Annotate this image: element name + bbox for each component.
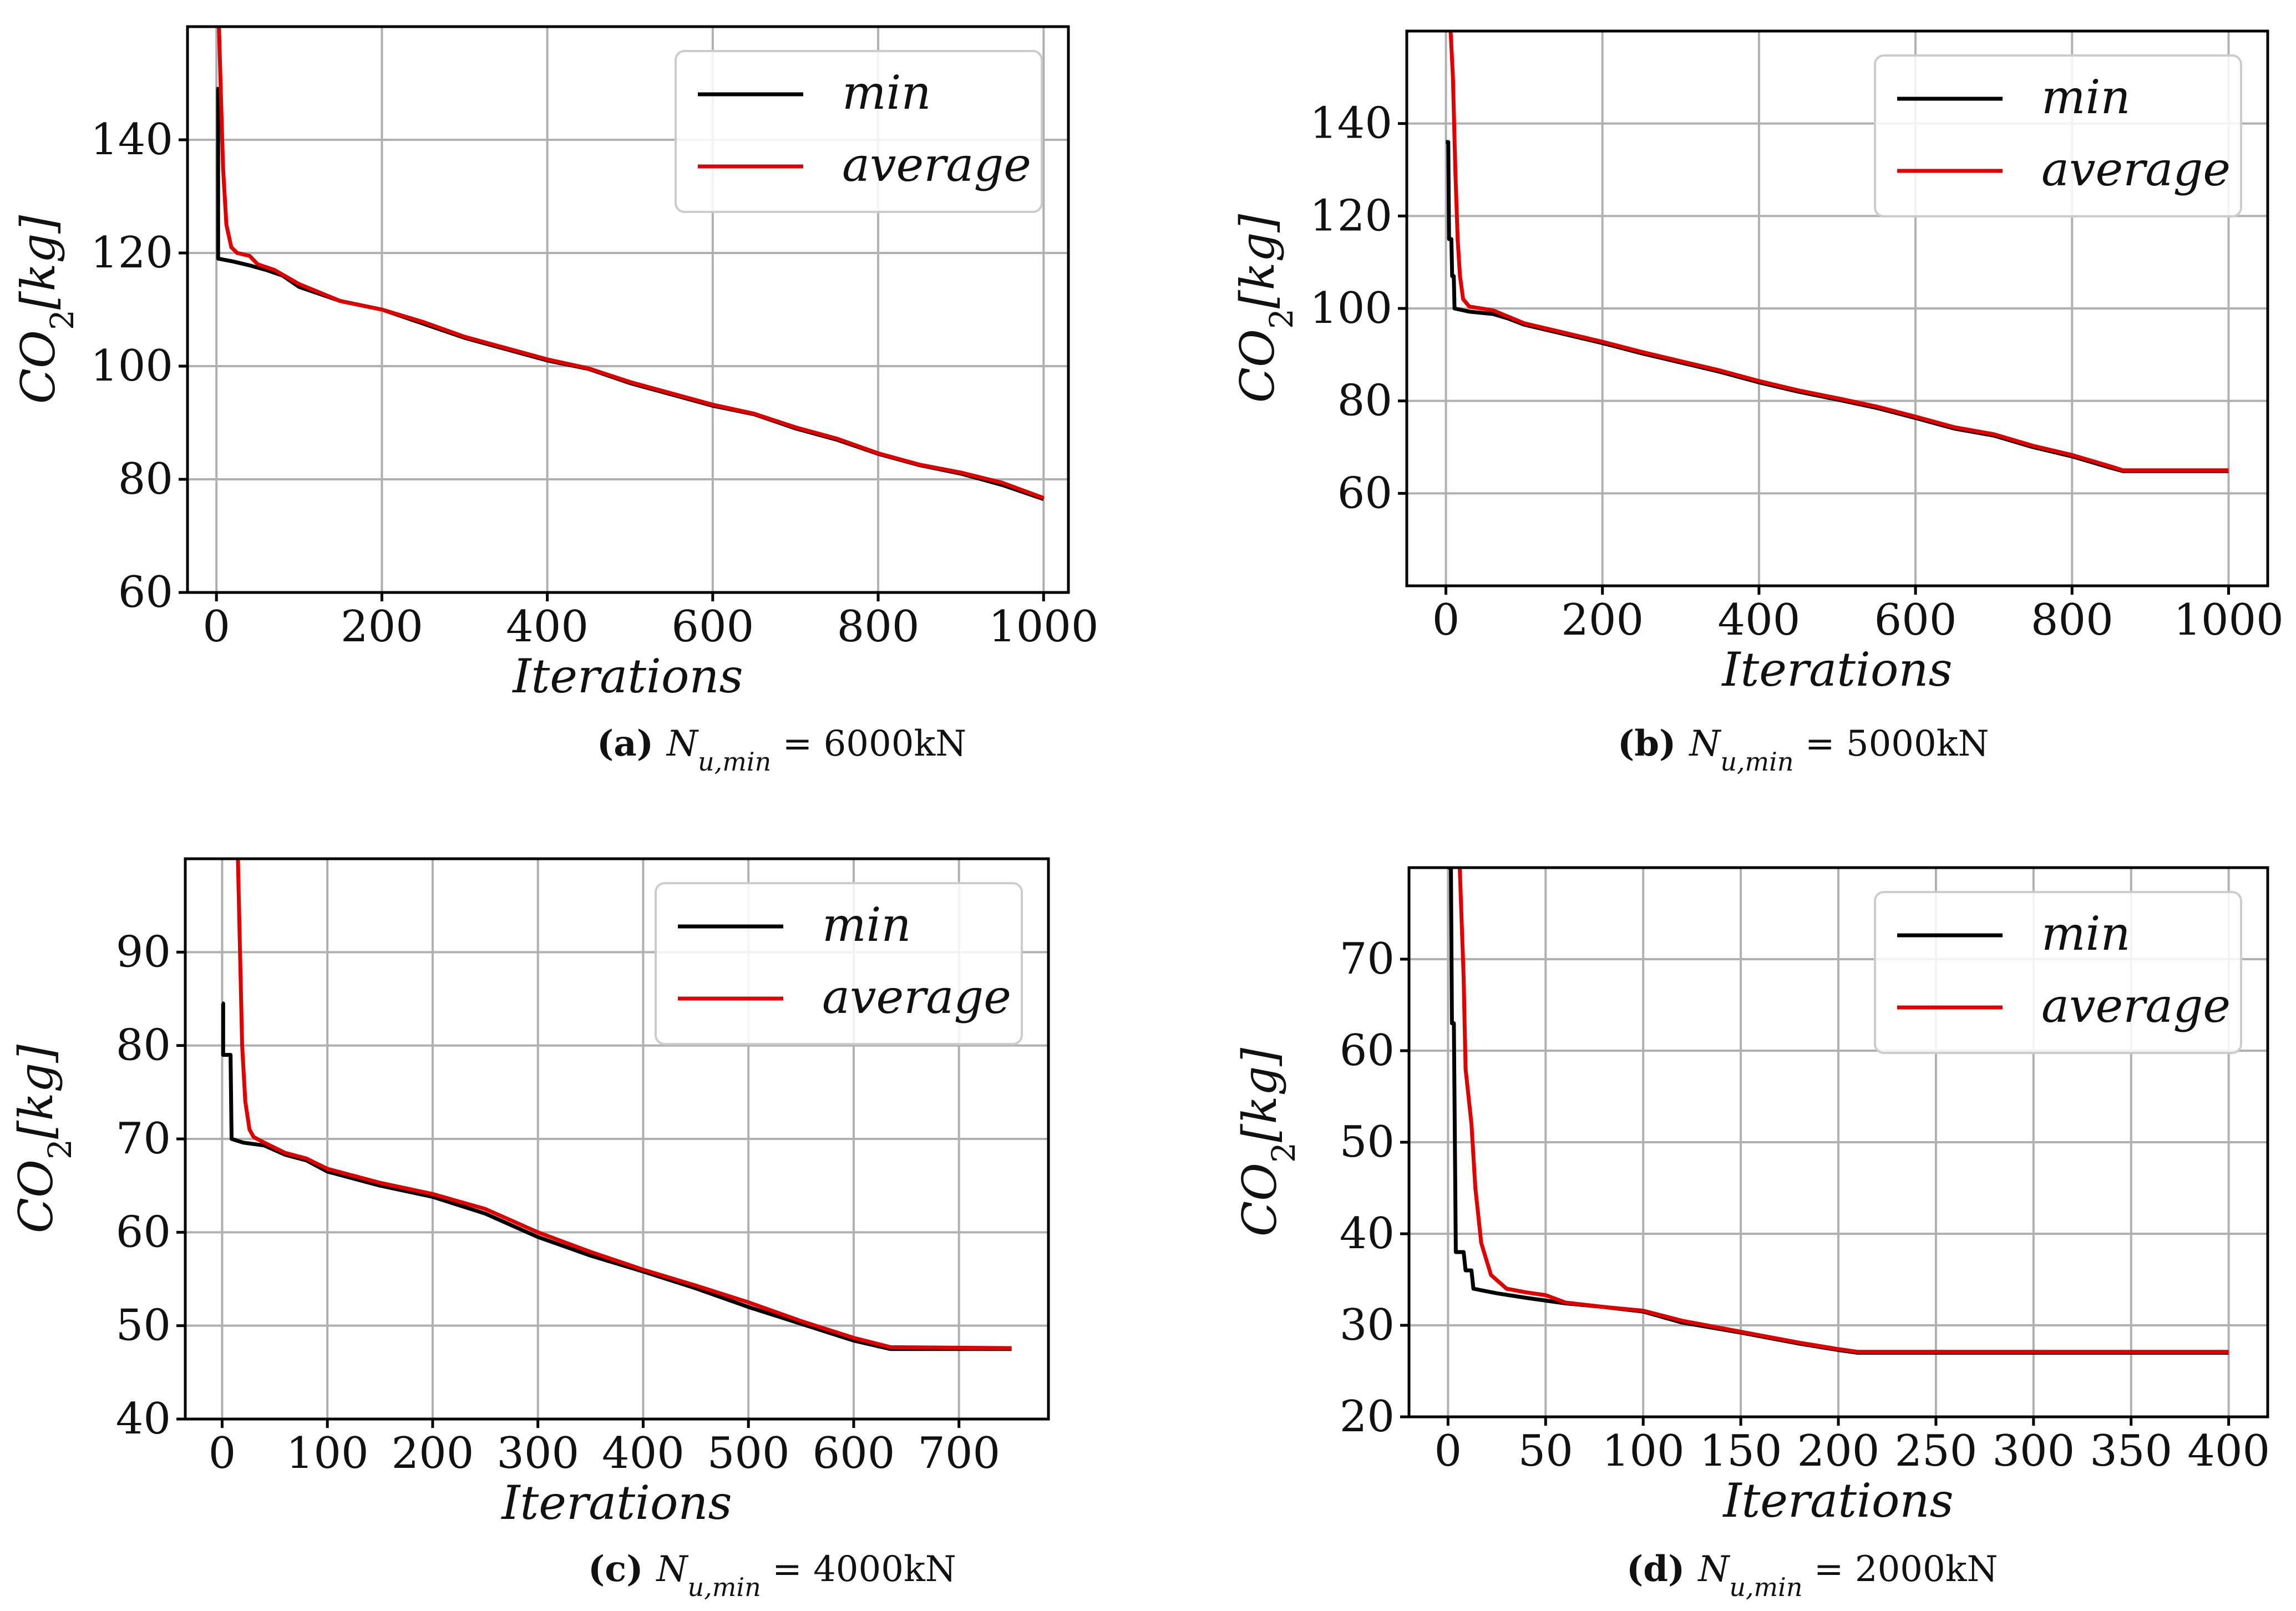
chart-d-series-average — [1458, 868, 2229, 1354]
chart-d-ytick-label: 40 — [1340, 1209, 1395, 1259]
chart-d-xtick-label: 400 — [2187, 1426, 2270, 1476]
chart-b: 0 200 400 600 800 1000 60 80 100 120 140 Iterations… — [1230, 29, 2284, 777]
chart-d-xtick-label: 0 — [1435, 1426, 1462, 1476]
chart-a-xtick-label: 800 — [837, 602, 920, 652]
chart-a-ytick-label: 80 — [118, 454, 173, 504]
chart-a-legend-label-average: average — [842, 138, 1031, 192]
chart-b-ytick-label: 100 — [1310, 283, 1392, 333]
chart-c-series-average — [236, 859, 1012, 1350]
chart-a-legend: min average — [675, 50, 1043, 213]
chart-b-xtick-label: 1000 — [2173, 595, 2284, 645]
chart-a-xtick-label: 400 — [506, 602, 589, 652]
chart-d-ytick-label: 30 — [1340, 1300, 1395, 1350]
chart-b-xlabel: Iterations — [1721, 642, 1952, 697]
chart-b-ylabel: CO2[kg] — [1230, 214, 1300, 403]
chart-c-ytick-label: 80 — [116, 1021, 171, 1071]
chart-d-ytick-label: 60 — [1340, 1026, 1395, 1076]
chart-c-xtick-label: 600 — [813, 1428, 895, 1478]
chart-a-frame — [186, 25, 1070, 594]
chart-b-legend: min average — [1874, 54, 2242, 217]
chart-d-xtick-label: 300 — [1992, 1426, 2075, 1476]
chart-c-xtick-label: 500 — [707, 1428, 790, 1478]
chart-c: 0 100 200 300 400 500 600 700 40 50 60 70 80 90 Iterat… — [9, 857, 1050, 1602]
chart-d-ytick-label: 70 — [1340, 934, 1395, 984]
chart-b-xtick-label: 400 — [1717, 595, 1800, 645]
chart-a-xtick-label: 600 — [671, 602, 754, 652]
chart-c-ytick-label: 50 — [116, 1301, 171, 1351]
chart-c-legend-box — [655, 882, 1023, 1045]
chart-d-xtick-label: 50 — [1518, 1426, 1573, 1476]
chart-c-xtick-label: 700 — [918, 1428, 1000, 1478]
chart-a-ytick-label: 120 — [90, 228, 173, 278]
chart-c-ytick-label: 40 — [116, 1394, 171, 1444]
chart-b-ytick-label: 80 — [1337, 376, 1392, 426]
chart-c-xtick-label: 200 — [391, 1428, 474, 1478]
chart-b-xtick-label: 600 — [1874, 595, 1957, 645]
chart-d-ytick-label: 50 — [1340, 1117, 1395, 1167]
chart-b-ytick-label: 120 — [1310, 191, 1392, 241]
chart-d-xtick-label: 250 — [1894, 1426, 1977, 1476]
chart-c-series-min — [221, 1001, 1012, 1351]
chart-a-legend-box — [675, 50, 1043, 213]
chart-c-legend-label-min: min — [822, 898, 911, 952]
chart-b-xtick-label: 200 — [1561, 595, 1644, 645]
chart-d-ytick-label: 20 — [1340, 1392, 1395, 1442]
chart-d-legend-label-min: min — [2041, 906, 2131, 961]
chart-c-ytick-label: 60 — [116, 1207, 171, 1257]
chart-d-xtick-label: 350 — [2090, 1426, 2172, 1476]
chart-b-ytick-label: 140 — [1310, 99, 1392, 149]
chart-b-legend-label-min: min — [2041, 70, 2131, 124]
chart-b-series-average — [1448, 31, 2229, 473]
chart-a-xtick-label: 1000 — [989, 602, 1099, 652]
chart-a-series-average — [217, 27, 1045, 500]
chart-d: 0 50 100 150 200 250 300 350 400 20 30 40 50 60 70 Iter… — [1233, 866, 2270, 1602]
chart-a-legend-label-min: min — [842, 65, 931, 120]
chart-b-xtick-label: 0 — [1432, 595, 1460, 645]
chart-d-xlabel: Iterations — [1722, 1473, 1953, 1528]
chart-c-xtick-label: 100 — [286, 1428, 369, 1478]
chart-c-xtick-label: 0 — [209, 1428, 236, 1478]
chart-c-legend-label-average: average — [822, 970, 1011, 1024]
chart-b-caption: (b) Nu,min = 5000kN — [1618, 723, 1989, 777]
chart-c-xlabel: Iterations — [500, 1476, 732, 1530]
chart-d-xtick-label: 200 — [1797, 1426, 1880, 1476]
chart-a-ytick-label: 100 — [90, 341, 173, 391]
chart-c-ytick-label: 70 — [116, 1114, 171, 1164]
chart-b-xtick-label: 800 — [2031, 595, 2113, 645]
chart-a-xtick-label: 0 — [202, 602, 230, 652]
chart-a-caption: (a) Nu,min = 6000kN — [597, 723, 966, 777]
chart-c-ytick-label: 90 — [116, 927, 171, 977]
chart-d-caption: (d) Nu,min = 2000kN — [1626, 1548, 1998, 1602]
chart-c-xtick-label: 300 — [496, 1428, 579, 1478]
chart-c-xtick-label: 400 — [602, 1428, 685, 1478]
chart-a-xtick-label: 200 — [341, 602, 423, 652]
chart-a-ytick-label: 60 — [118, 568, 173, 617]
chart-d-legend-label-average: average — [2041, 979, 2231, 1033]
chart-d-xtick-label: 100 — [1602, 1426, 1685, 1476]
chart-a-ylabel: CO2[kg] — [11, 215, 81, 404]
chart-d-legend: min average — [1874, 891, 2242, 1054]
chart-b-ytick-label: 60 — [1337, 468, 1392, 518]
chart-d-legend-box — [1874, 891, 2242, 1054]
chart-c-caption: (c) Nu,min = 4000kN — [588, 1548, 956, 1602]
chart-c-ylabel: CO2[kg] — [9, 1045, 79, 1233]
chart-d-xtick-label: 150 — [1700, 1426, 1782, 1476]
chart-a: 0 200 400 600 800 1000 60 80 100 120 140 Iterations… — [11, 25, 1099, 777]
chart-d-ylabel: CO2[kg] — [1233, 1048, 1302, 1237]
chart-c-legend: min average — [655, 882, 1023, 1045]
chart-a-ytick-label: 140 — [90, 115, 173, 165]
chart-a-xlabel: Iterations — [511, 649, 743, 703]
chart-b-legend-label-average: average — [2041, 142, 2231, 196]
chart-b-legend-box — [1874, 54, 2242, 217]
